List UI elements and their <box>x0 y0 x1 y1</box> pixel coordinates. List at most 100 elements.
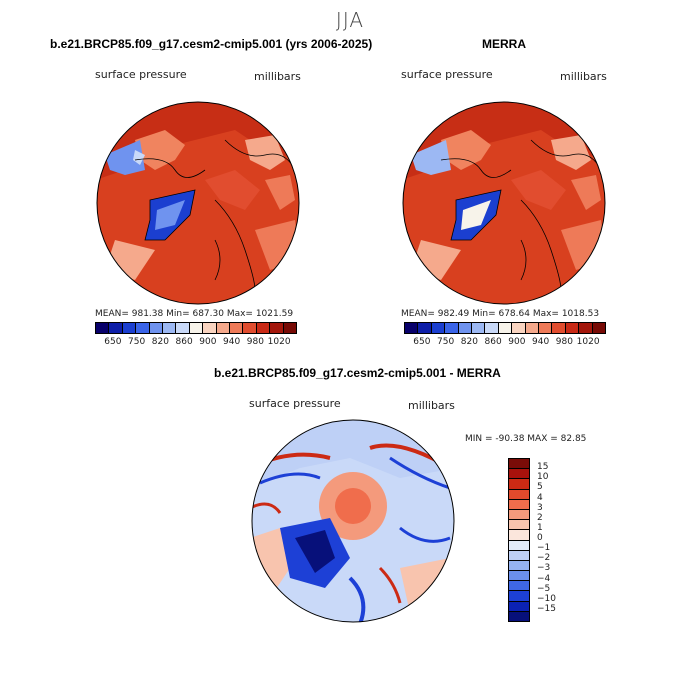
colorbar-label: 980 <box>555 337 573 347</box>
colorbar-swatch <box>122 323 137 333</box>
colorbar-swatch <box>512 323 526 333</box>
panel1-colorbar-swatches <box>95 322 297 334</box>
colorbar-swatch <box>109 323 123 333</box>
colorbar-swatch <box>509 540 529 551</box>
colorbar-label: −5 <box>537 583 551 594</box>
panel1-greenland-edge <box>135 130 185 170</box>
colorbar-label: 750 <box>128 337 146 347</box>
colorbar-label: 820 <box>460 337 478 347</box>
panel1-siberia-patch <box>245 135 285 170</box>
colorbar-swatch <box>509 611 529 621</box>
colorbar-swatch <box>216 323 231 333</box>
colorbar-label: 860 <box>175 337 193 347</box>
colorbar-label: 5 <box>537 482 543 493</box>
colorbar-swatch <box>136 323 150 333</box>
colorbar-swatch <box>230 323 244 333</box>
colorbar-swatch <box>525 323 540 333</box>
colorbar-swatch <box>270 323 284 333</box>
colorbar-swatch <box>283 323 297 333</box>
panel3-polar-map <box>251 419 455 623</box>
colorbar-label: −3 <box>537 563 551 574</box>
colorbar-swatch <box>592 323 606 333</box>
panel1-stats: MEAN= 981.38 Min= 687.30 Max= 1021.59 <box>95 309 294 319</box>
panel1-title: b.e21.BRCP85.f09_g17.cesm2-cmip5.001 (yr… <box>50 37 373 51</box>
panel1-arctic-ocean <box>205 170 260 210</box>
colorbar-label: 650 <box>104 337 122 347</box>
colorbar-swatch <box>509 571 529 582</box>
colorbar-swatch <box>256 323 271 333</box>
colorbar-swatch <box>458 323 473 333</box>
colorbar-label: 1020 <box>576 337 600 347</box>
colorbar-swatch <box>149 323 164 333</box>
colorbar-swatch <box>509 459 529 470</box>
colorbar-swatch <box>552 323 566 333</box>
panel1-colorbar: 650 750 820 860 900 940 980 1020 <box>95 322 297 347</box>
colorbar-swatch <box>472 323 486 333</box>
colorbar-swatch <box>509 581 529 592</box>
colorbar-swatch <box>509 489 529 500</box>
panel1-map-border <box>96 101 300 305</box>
colorbar-swatch <box>509 530 529 541</box>
panel1-polar-map <box>96 101 300 305</box>
colorbar-label: −10 <box>537 593 556 604</box>
colorbar-label: 650 <box>413 337 431 347</box>
colorbar-swatch <box>579 323 593 333</box>
colorbar-label: 900 <box>199 337 217 347</box>
colorbar-swatch <box>509 601 529 612</box>
panel2-colorbar: 650 750 820 860 900 940 980 1020 <box>404 322 606 347</box>
panel2-colorbar-labels: 650 750 820 860 900 940 980 1020 <box>410 337 600 347</box>
colorbar-swatch <box>485 323 499 333</box>
panel3-colorbar-swatches <box>508 458 530 622</box>
colorbar-swatch <box>509 520 529 531</box>
panel3-colorbar: 15 10 5 4 3 2 1 0 −1 −2 −3 −4 −5 −10 −15 <box>508 458 556 622</box>
season-title: JJA <box>335 8 365 32</box>
panel1-field-label: surface pressure <box>95 68 187 81</box>
colorbar-label: 0 <box>537 533 543 543</box>
colorbar-label: 1 <box>537 522 543 533</box>
colorbar-swatch <box>243 323 257 333</box>
colorbar-label: 900 <box>508 337 526 347</box>
colorbar-label: −15 <box>537 603 556 614</box>
panel2-field-label: surface pressure <box>401 68 493 81</box>
colorbar-swatch <box>163 323 177 333</box>
panel1-high-region <box>97 102 299 180</box>
colorbar-label: 1020 <box>267 337 291 347</box>
colorbar-label: −4 <box>537 573 551 584</box>
panel1-cold-patch <box>105 140 145 175</box>
panel3-stats: MIN = -90.38 MAX = 82.85 <box>465 434 587 444</box>
panel2-cold-patch <box>411 140 451 175</box>
colorbar-swatch <box>509 560 529 572</box>
panel2-stats: MEAN= 982.49 Min= 678.64 Max= 1018.53 <box>401 309 600 319</box>
panel3-units: millibars <box>408 399 455 412</box>
colorbar-swatch <box>418 323 432 333</box>
colorbar-label: −2 <box>537 553 551 564</box>
panel1-units: millibars <box>254 70 301 83</box>
colorbar-swatch <box>431 323 446 333</box>
colorbar-label: 2 <box>537 512 543 523</box>
panel2-map-border <box>402 101 606 305</box>
colorbar-swatch <box>509 509 529 521</box>
colorbar-swatch <box>189 323 204 333</box>
panel3-title: b.e21.BRCP85.f09_g17.cesm2-cmip5.001 - M… <box>214 366 501 380</box>
colorbar-label: 940 <box>532 337 550 347</box>
panel3-field-label: surface pressure <box>249 397 341 410</box>
panel3-colorbar-labels: 15 10 5 4 3 2 1 0 −1 −2 −3 −4 −5 −10 −15 <box>537 458 577 620</box>
colorbar-label: 980 <box>246 337 264 347</box>
panel2-units: millibars <box>560 70 607 83</box>
colorbar-swatch <box>509 479 529 490</box>
colorbar-swatch <box>203 323 217 333</box>
colorbar-label: 940 <box>223 337 241 347</box>
panel2-polar-map <box>402 101 606 305</box>
colorbar-label: 750 <box>437 337 455 347</box>
colorbar-swatch <box>176 323 190 333</box>
colorbar-swatch <box>509 591 529 602</box>
colorbar-swatch <box>498 323 513 333</box>
colorbar-swatch <box>539 323 553 333</box>
colorbar-label: 3 <box>537 502 543 513</box>
panel3-map-border <box>251 419 455 623</box>
colorbar-swatch <box>509 550 529 561</box>
colorbar-swatch <box>565 323 580 333</box>
colorbar-label: 15 <box>537 462 549 473</box>
colorbar-label: −1 <box>537 543 551 554</box>
colorbar-label: 860 <box>484 337 502 347</box>
